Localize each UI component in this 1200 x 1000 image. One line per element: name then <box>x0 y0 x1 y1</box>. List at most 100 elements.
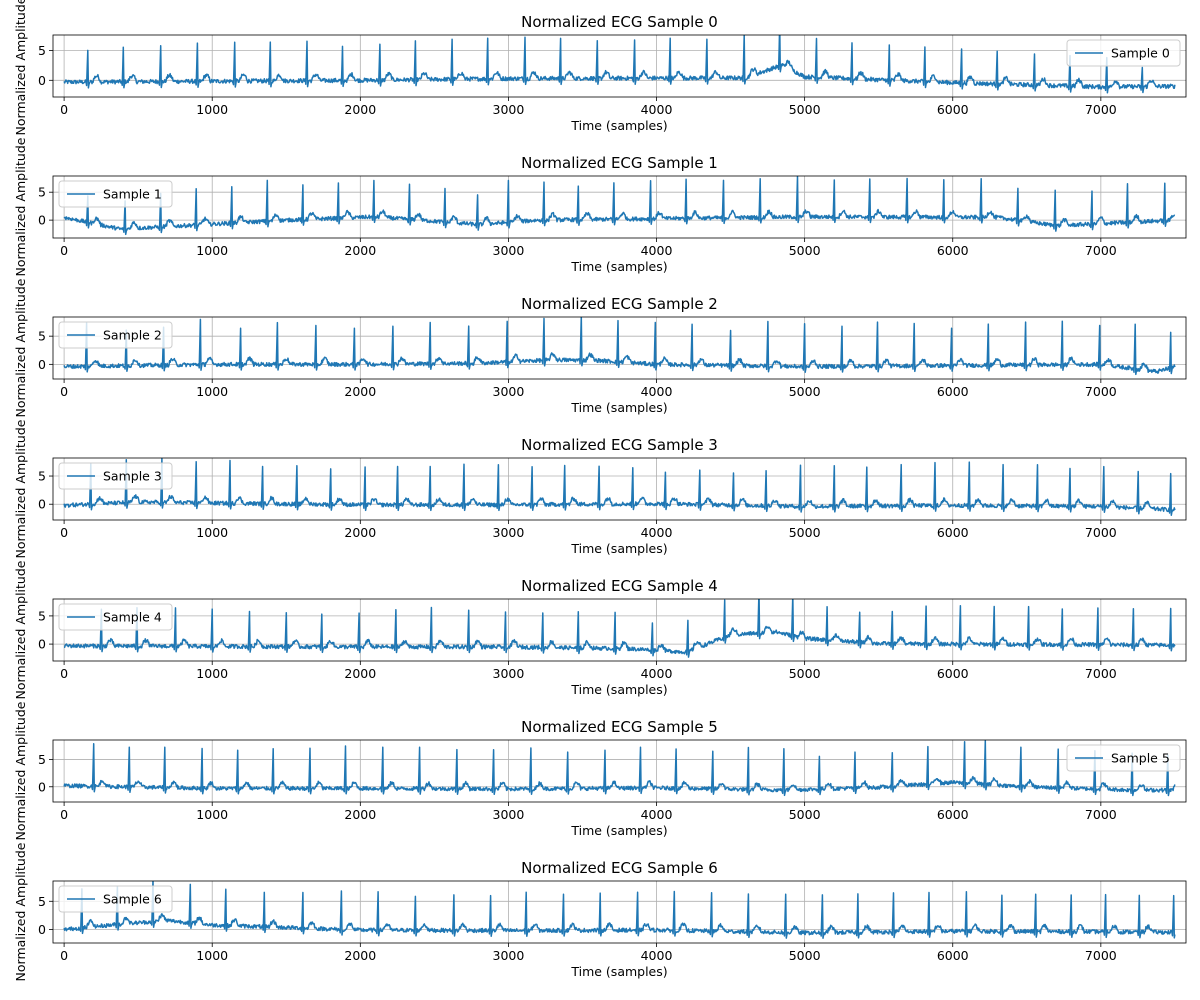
x-tick-label: 4000 <box>641 243 673 258</box>
y-tick-label: 0 <box>38 497 46 512</box>
x-tick-label: 1000 <box>196 102 228 117</box>
y-axis-label: Normalized Amplitude <box>13 419 28 558</box>
subplot-4: 0 1000 2000 3000 4000 5000 6000 7000 0 5 Normalize… <box>13 560 1187 699</box>
axes-frame <box>52 739 1187 803</box>
subplot-title: Normalized ECG Sample 5 <box>521 718 718 736</box>
x-tick-label: 5000 <box>789 243 821 258</box>
x-tick-label: 0 <box>60 666 68 681</box>
x-tick-label: 0 <box>60 243 68 258</box>
x-axis-label: Time (samples) <box>570 118 667 133</box>
ecg-trace-line <box>63 458 1176 517</box>
x-tick-label: 2000 <box>344 948 376 963</box>
y-tick-label: 0 <box>38 922 46 937</box>
x-tick-label: 0 <box>60 948 68 963</box>
x-axis-label: Time (samples) <box>570 400 667 415</box>
ecg-trace-line <box>63 35 1176 94</box>
subplot-title: Normalized ECG Sample 0 <box>521 13 718 31</box>
subplot-3: 0 1000 2000 3000 4000 5000 6000 7000 0 5 Normalize… <box>13 419 1187 558</box>
x-tick-label: 7000 <box>1085 384 1117 399</box>
x-tick-label: 3000 <box>493 102 525 117</box>
x-tick-label: 4000 <box>641 807 673 822</box>
subplot-title: Normalized ECG Sample 2 <box>521 295 718 313</box>
x-tick-label: 1000 <box>196 525 228 540</box>
x-tick-label: 5000 <box>789 948 821 963</box>
x-tick-label: 0 <box>60 384 68 399</box>
legend: Sample 2 <box>58 321 173 349</box>
x-tick-label: 5000 <box>789 384 821 399</box>
legend-box <box>1066 744 1181 772</box>
y-tick-label: 5 <box>38 329 46 344</box>
x-axis-label: Time (samples) <box>570 823 667 838</box>
x-tick-label: 7000 <box>1085 948 1117 963</box>
legend: Sample 4 <box>58 603 173 631</box>
x-tick-label: 2000 <box>344 243 376 258</box>
legend-box <box>58 462 173 490</box>
x-tick-label: 2000 <box>344 666 376 681</box>
x-tick-label: 0 <box>60 102 68 117</box>
ecg-trace-line <box>63 176 1176 236</box>
subplot-6: 0 1000 2000 3000 4000 5000 6000 7000 0 5 Normalize… <box>13 842 1187 981</box>
x-tick-label: 6000 <box>937 243 969 258</box>
x-tick-label: 5000 <box>789 807 821 822</box>
legend-box <box>1066 39 1181 67</box>
ecg-trace-line <box>63 599 1176 658</box>
x-tick-label: 4000 <box>641 948 673 963</box>
axes-frame <box>52 316 1187 380</box>
x-tick-label: 0 <box>60 807 68 822</box>
legend-box <box>58 321 173 349</box>
subplot-5: 0 1000 2000 3000 4000 5000 6000 7000 0 5 Normalize… <box>13 701 1187 840</box>
legend: Sample 6 <box>58 885 173 913</box>
y-tick-label: 5 <box>38 469 46 484</box>
ecg-trace-line <box>63 317 1176 376</box>
y-tick-label: 5 <box>38 752 46 767</box>
x-tick-label: 1000 <box>196 384 228 399</box>
legend-label: Sample 1 <box>103 187 162 202</box>
x-tick-label: 1000 <box>196 807 228 822</box>
subplot-0: 0 1000 2000 3000 4000 5000 6000 7000 0 5 Normalize… <box>13 0 1187 135</box>
y-axis-label: Normalized Amplitude <box>13 278 28 417</box>
x-tick-label: 7000 <box>1085 243 1117 258</box>
x-tick-label: 4000 <box>641 666 673 681</box>
x-axis-label: Time (samples) <box>570 682 667 697</box>
x-tick-label: 2000 <box>344 807 376 822</box>
y-tick-label: 5 <box>38 608 46 623</box>
x-tick-label: 6000 <box>937 102 969 117</box>
axes-frame <box>52 457 1187 521</box>
x-tick-label: 4000 <box>641 525 673 540</box>
y-tick-label: 0 <box>38 357 46 372</box>
x-tick-label: 3000 <box>493 666 525 681</box>
legend: Sample 3 <box>58 462 173 490</box>
x-tick-label: 6000 <box>937 807 969 822</box>
legend-label: Sample 2 <box>103 328 162 343</box>
x-tick-label: 2000 <box>344 102 376 117</box>
y-tick-label: 0 <box>38 779 46 794</box>
y-axis-label: Normalized Amplitude <box>13 0 28 135</box>
x-tick-label: 5000 <box>789 102 821 117</box>
y-tick-label: 0 <box>38 637 46 652</box>
legend-label: Sample 3 <box>103 469 162 484</box>
subplot-1: 0 1000 2000 3000 4000 5000 6000 7000 0 5 Normalize… <box>13 137 1187 276</box>
axes-frame <box>52 598 1187 662</box>
subplot-title: Normalized ECG Sample 6 <box>521 859 718 877</box>
x-axis-label: Time (samples) <box>570 541 667 556</box>
y-axis-label: Normalized Amplitude <box>13 137 28 276</box>
x-tick-label: 3000 <box>493 807 525 822</box>
x-tick-label: 7000 <box>1085 807 1117 822</box>
subplot-title: Normalized ECG Sample 3 <box>521 436 718 454</box>
legend-box <box>58 885 173 913</box>
x-tick-label: 1000 <box>196 948 228 963</box>
y-tick-label: 0 <box>38 73 46 88</box>
legend-box <box>58 180 173 208</box>
x-tick-label: 3000 <box>493 948 525 963</box>
legend: Sample 0 <box>1066 39 1181 67</box>
x-tick-label: 7000 <box>1085 525 1117 540</box>
ecg-trace-line <box>63 881 1176 940</box>
legend-label: Sample 0 <box>1111 46 1170 61</box>
subplot-title: Normalized ECG Sample 4 <box>521 577 718 595</box>
legend-box <box>58 603 173 631</box>
x-tick-label: 4000 <box>641 384 673 399</box>
y-tick-label: 5 <box>38 894 46 909</box>
x-tick-label: 7000 <box>1085 102 1117 117</box>
legend-label: Sample 5 <box>1111 751 1170 766</box>
